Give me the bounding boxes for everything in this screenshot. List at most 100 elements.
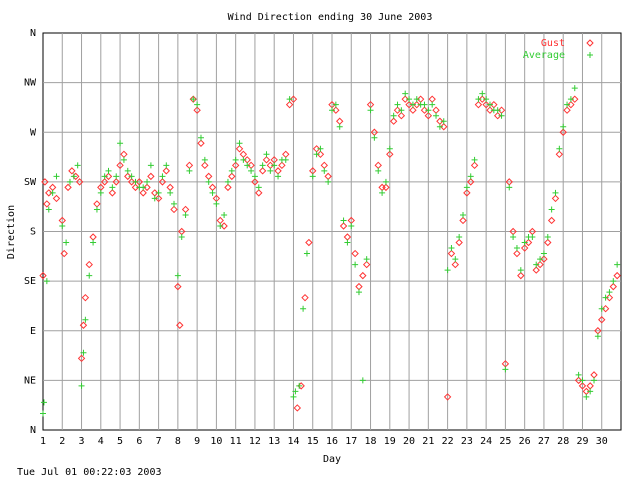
average-point	[109, 184, 116, 191]
average-point	[147, 162, 154, 169]
average-point	[240, 156, 247, 163]
gust-point	[100, 178, 109, 186]
x-tick-label: 20	[403, 436, 415, 447]
average-point	[340, 217, 347, 224]
average-point	[300, 305, 307, 312]
x-tick-label: 13	[268, 436, 280, 447]
gust-point	[440, 123, 448, 131]
gust-point	[455, 238, 463, 247]
gust-point	[332, 106, 340, 114]
grid-lines	[43, 33, 621, 430]
gust-point	[278, 161, 286, 170]
average-point	[348, 222, 355, 229]
average-point	[53, 173, 60, 180]
gust-point	[486, 106, 494, 114]
average-point	[521, 239, 528, 246]
average-point	[93, 206, 100, 213]
average-point	[197, 134, 204, 141]
x-tick-label: 27	[538, 436, 550, 447]
gust-point	[170, 205, 178, 214]
gust-point	[75, 178, 84, 186]
x-tick-label: 18	[365, 436, 377, 447]
average-point	[101, 173, 108, 180]
average-point	[556, 145, 563, 152]
average-point	[244, 162, 251, 169]
average-point	[409, 101, 416, 108]
gust-point	[220, 222, 228, 230]
average-point	[386, 145, 393, 152]
average-point	[355, 289, 362, 296]
average-point	[286, 96, 293, 103]
legend-gust-label: Gust	[541, 38, 565, 49]
average-point	[217, 222, 224, 229]
gust-point	[609, 282, 618, 291]
gust-point	[60, 249, 68, 258]
legend-gust-marker	[586, 39, 594, 47]
average-point	[124, 167, 131, 174]
average-point	[540, 250, 547, 257]
gust-point	[401, 95, 409, 103]
average-point	[406, 96, 413, 103]
x-tick-label: 28	[557, 436, 569, 447]
gust-point	[301, 293, 309, 302]
gust-point	[520, 244, 529, 252]
average-point	[394, 101, 401, 108]
average-point	[236, 140, 243, 147]
y-tick-label: NW	[24, 78, 37, 89]
average-point	[155, 189, 162, 196]
average-point	[452, 256, 459, 263]
average-point	[463, 184, 470, 191]
average-point	[90, 239, 97, 246]
average-point	[552, 189, 559, 196]
gust-point	[104, 172, 113, 181]
y-tick-label: W	[30, 127, 37, 138]
x-tick-label: 14	[287, 436, 299, 447]
gust-point	[176, 321, 184, 329]
data-series	[39, 85, 621, 417]
gust-point	[231, 161, 240, 170]
y-tick-label: NE	[24, 375, 36, 386]
gust-point	[79, 321, 88, 329]
average-point	[517, 267, 524, 274]
average-point	[213, 200, 220, 207]
average-point	[440, 118, 447, 125]
series-gust	[39, 95, 621, 412]
legend: Gust Average	[523, 38, 594, 61]
average-point	[444, 267, 451, 274]
legend-average-marker	[587, 52, 593, 58]
average-point	[97, 189, 104, 196]
gust-point	[601, 304, 610, 313]
average-point	[128, 173, 135, 180]
x-tick-label: 4	[98, 436, 104, 447]
average-point	[598, 305, 605, 312]
gust-point	[578, 382, 587, 390]
average-point	[344, 239, 351, 246]
average-point	[379, 189, 386, 196]
average-point	[113, 173, 120, 180]
gust-point	[613, 271, 621, 280]
x-tick-label: 2	[59, 436, 65, 447]
average-point	[571, 85, 578, 92]
gust-point	[547, 216, 556, 225]
gust-point	[139, 189, 147, 197]
gust-point	[559, 128, 567, 136]
x-tick-label: 12	[249, 436, 261, 447]
x-axis-ticks: 1 2 3 4 5 6 7 8 9 10 11 12 13 14 15 16 17 18 19 20 21 22 23 24 2…	[40, 436, 608, 447]
average-point	[159, 173, 166, 180]
x-tick-label: 19	[384, 436, 396, 447]
gust-point	[598, 316, 606, 324]
average-point	[151, 195, 158, 202]
gust-point	[85, 260, 93, 269]
average-point	[587, 388, 594, 395]
average-point	[105, 167, 112, 174]
gust-point	[45, 189, 53, 197]
average-point	[367, 107, 374, 114]
gust-point	[43, 200, 51, 208]
gust-point	[359, 271, 367, 280]
average-point	[163, 162, 170, 169]
average-point	[610, 278, 617, 285]
gust-point	[39, 271, 47, 280]
gust-point	[127, 178, 136, 186]
gust-point	[393, 106, 402, 114]
gust-point	[189, 95, 197, 103]
